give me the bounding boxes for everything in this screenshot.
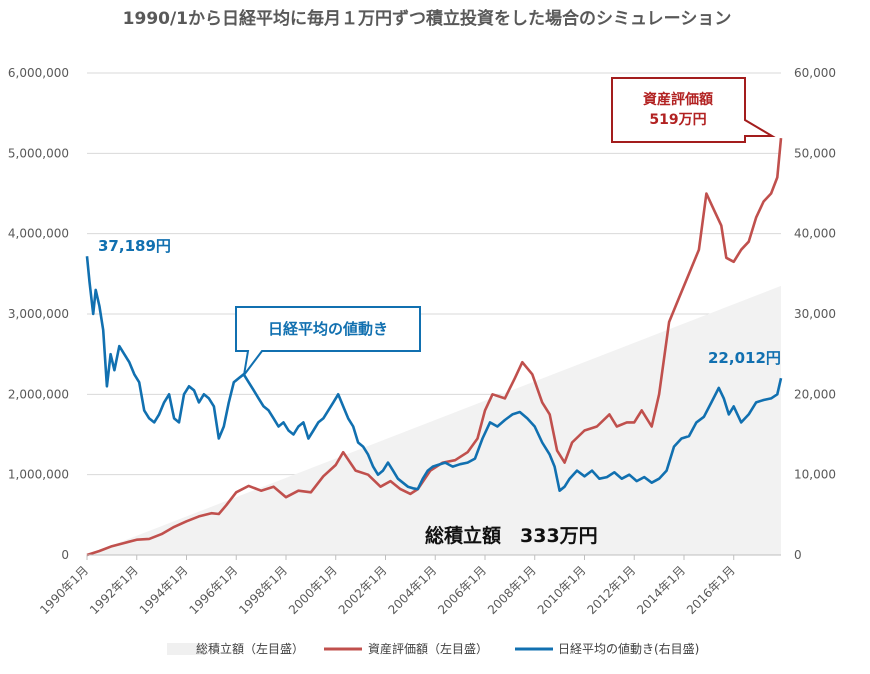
x-tick-label: 2004年1月: [385, 563, 439, 617]
right-tick-label: 30,000: [794, 307, 836, 321]
left-tick-label: 5,000,000: [8, 146, 69, 160]
asset-callout-line1: 資産評価額: [643, 91, 713, 108]
total-contribution-label: 総積立額 333万円: [425, 524, 598, 547]
start-value-label: 37,189円: [98, 237, 171, 255]
x-tick-label: 1994年1月: [137, 563, 191, 617]
legend-label-nikkei: 日経平均の値動き(右目盛): [558, 641, 699, 656]
right-tick-label: 50,000: [794, 146, 836, 160]
x-tick-label: 2002年1月: [336, 563, 390, 617]
right-axis: 0 10,000 20,000 30,000 40,000 50,000 60,000: [794, 66, 836, 562]
left-tick-label: 4,000,000: [8, 227, 69, 241]
legend-swatch-total: [167, 643, 205, 655]
x-tick-label: 2010年1月: [535, 563, 589, 617]
x-tick-label: 2016年1月: [684, 563, 738, 617]
series-total-area: [87, 285, 781, 555]
legend: 総積立額（左目盛） 資産評価額（左目盛） 日経平均の値動き(右目盛): [167, 641, 699, 656]
right-tick-label: 10,000: [794, 468, 836, 482]
left-tick-label: 3,000,000: [8, 307, 69, 321]
x-tick-label: 2000年1月: [286, 563, 340, 617]
x-tick-label: 1996年1月: [186, 563, 240, 617]
series-asset-line: [86, 137, 783, 557]
right-tick-label: 40,000: [794, 227, 836, 241]
x-tick-label: 2008年1月: [485, 563, 539, 617]
left-axis: 0 1,000,000 2,000,000 3,000,000 4,000,000 5,0…: [8, 66, 69, 562]
left-tick-label: 0: [61, 548, 69, 562]
left-tick-label: 2,000,000: [8, 387, 69, 401]
right-tick-label: 20,000: [794, 387, 836, 401]
asset-callout: 資産評価額 519万円: [611, 77, 776, 143]
asset-callout-line2: 519万円: [649, 112, 706, 128]
chart-title: 1990/1から日経平均に毎月１万円ずつ積立投資をした場合のシミュレーション: [123, 8, 732, 29]
x-tick-label: 2006年1月: [435, 563, 489, 617]
legend-label-asset: 資産評価額（左目盛）: [368, 641, 488, 656]
right-tick-label: 60,000: [794, 66, 836, 80]
legend-label-total: 総積立額（左目盛）: [196, 641, 304, 656]
x-tick-label: 2012年1月: [584, 563, 638, 617]
x-tick-label: 1990年1月: [37, 563, 91, 617]
x-tick-label: 2014年1月: [634, 563, 688, 617]
x-tick-label: 1998年1月: [236, 563, 290, 617]
left-tick-label: 1,000,000: [8, 468, 69, 482]
nikkei-callout-text: 日経平均の値動き: [268, 320, 388, 338]
nikkei-callout: 日経平均の値動き: [235, 306, 421, 376]
left-tick-label: 6,000,000: [8, 66, 69, 80]
series-nikkei-line: [85, 256, 783, 493]
x-tick-label: 1992年1月: [87, 563, 141, 617]
right-tick-label: 0: [794, 548, 802, 562]
x-axis: 1990年1月1992年1月1994年1月1996年1月1998年1月2000年…: [37, 555, 738, 617]
end-value-label: 22,012円: [708, 349, 781, 367]
